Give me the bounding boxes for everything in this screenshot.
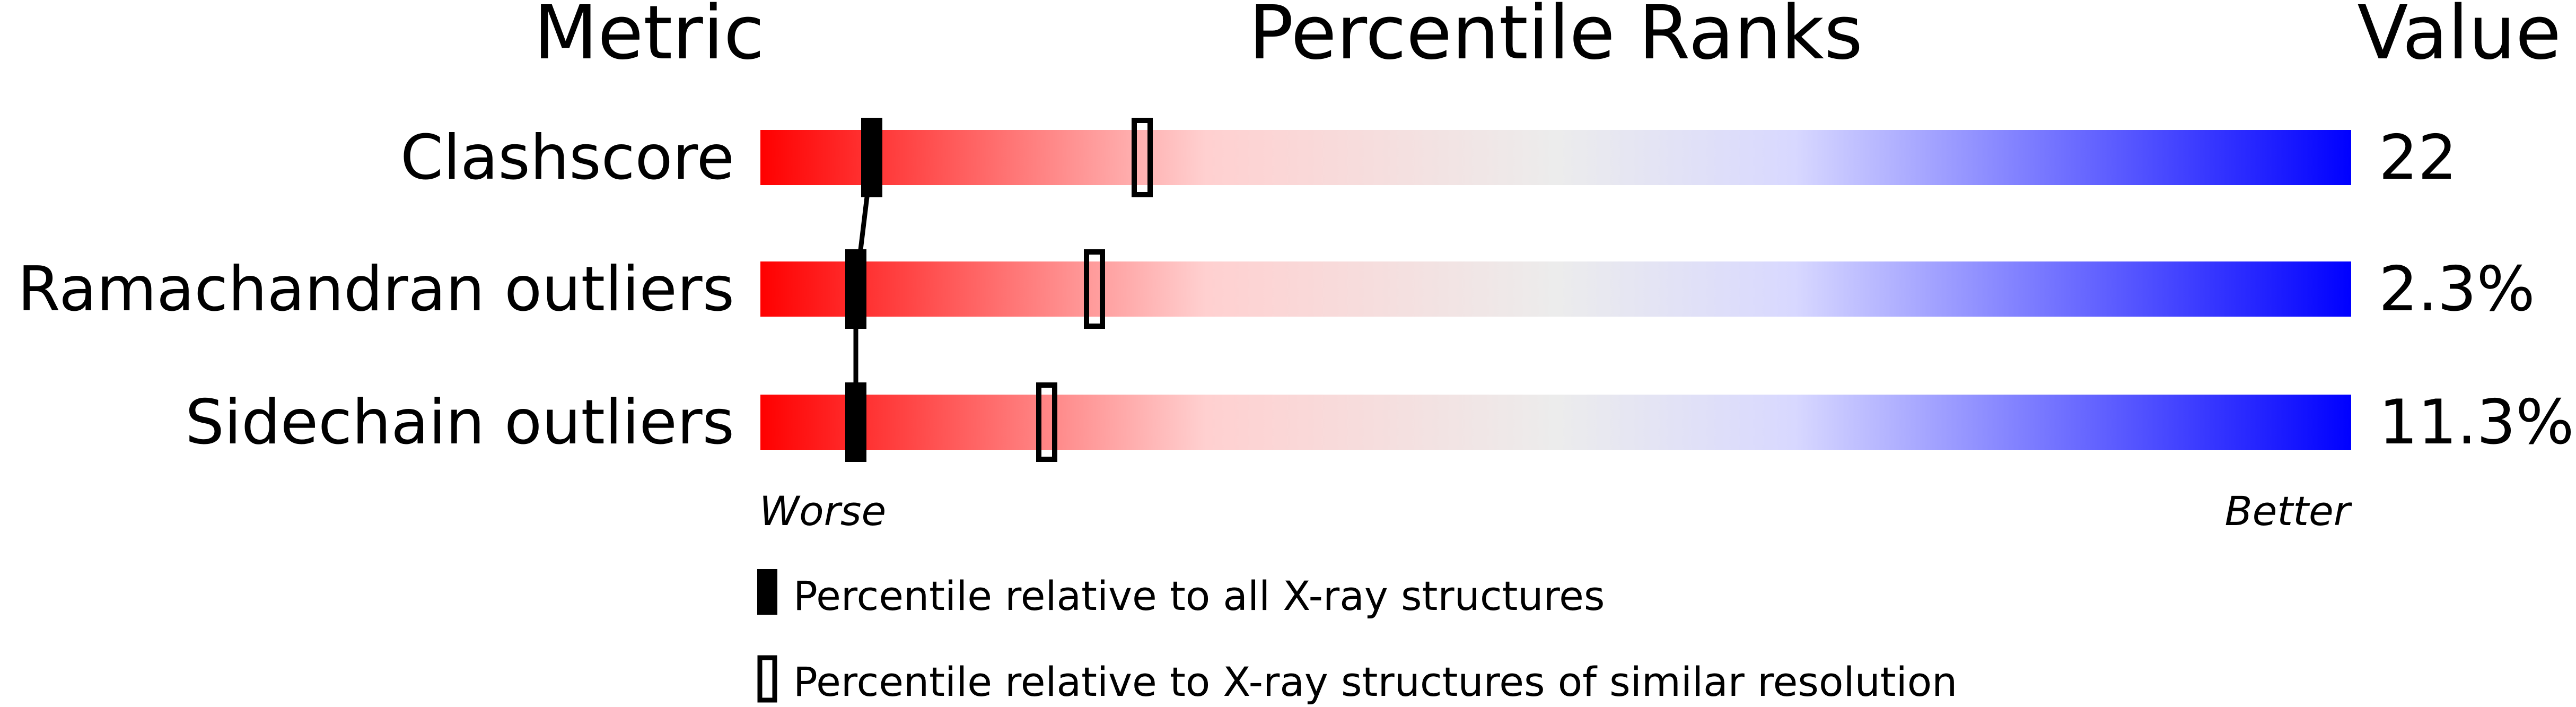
header-metric: Metric xyxy=(533,0,764,76)
metric-label: Sidechain outliers xyxy=(185,387,734,458)
legend-filled-marker-icon xyxy=(757,569,777,615)
marker-similar-resolution xyxy=(1084,249,1105,329)
metric-value: 22 xyxy=(2379,122,2457,194)
axis-label-better: Better xyxy=(2225,487,2353,535)
metric-value: 2.3% xyxy=(2379,254,2535,325)
percentile-bar xyxy=(760,130,2351,185)
header-value: Value xyxy=(2358,0,2561,76)
marker-all-structures xyxy=(845,382,866,462)
percentile-bar xyxy=(760,395,2351,450)
header-percentile-ranks: Percentile Ranks xyxy=(1249,0,1863,76)
marker-all-structures xyxy=(861,118,882,197)
metric-label: Ramachandran outliers xyxy=(17,254,734,325)
metric-value: 11.3% xyxy=(2379,387,2574,458)
axis-label-worse: Worse xyxy=(759,487,886,535)
legend-label-similar: Percentile relative to X-ray structures … xyxy=(793,658,1957,705)
legend-open-marker-icon xyxy=(757,655,777,703)
marker-similar-resolution xyxy=(1132,118,1153,197)
marker-all-structures xyxy=(845,249,866,329)
marker-similar-resolution xyxy=(1036,382,1057,462)
percentile-bar xyxy=(760,261,2351,317)
metric-label: Clashscore xyxy=(400,122,734,194)
legend-label-all: Percentile relative to all X-ray structu… xyxy=(793,572,1605,619)
